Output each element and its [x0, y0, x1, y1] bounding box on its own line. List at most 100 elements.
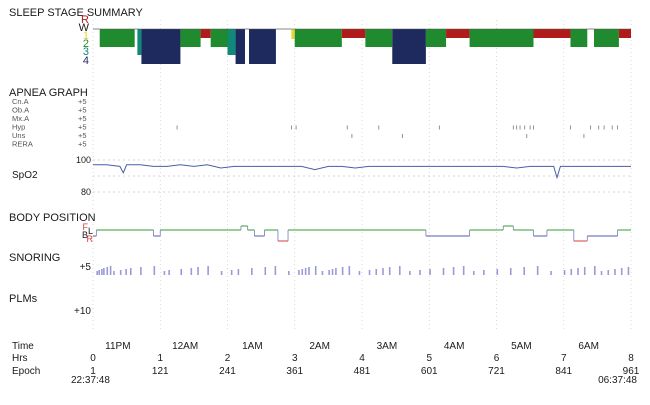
snoring-bar [321, 271, 324, 275]
snoring-bar [328, 270, 330, 275]
stage-bar-2 [294, 29, 342, 47]
snoring-bar [153, 266, 156, 275]
plms-title: PLMs [9, 293, 38, 305]
snoring-bar [550, 271, 552, 275]
snoring-bar [197, 267, 199, 275]
snoring-bar [264, 267, 267, 275]
end-time-label: 06:37:48 [598, 375, 637, 386]
snoring-bar [180, 269, 183, 275]
stage-bar-2 [594, 29, 619, 47]
epoch-tick-label: 121 [152, 366, 169, 377]
stage-bar-2 [365, 29, 393, 47]
snoring-bar [496, 269, 499, 275]
clock-tick-label: 3AM [377, 341, 398, 352]
snoring-bar [98, 270, 100, 275]
snoring-bar [119, 270, 122, 275]
stage-bar-2 [469, 29, 534, 47]
snoring-bar [523, 267, 525, 275]
snoring-bar [190, 268, 193, 275]
snoring-bar [348, 266, 351, 275]
clock-tick-label: 1AM [242, 341, 263, 352]
stage-bar-3 [137, 29, 142, 55]
hrs-row-label: Hrs [12, 353, 28, 364]
snoring-bar [96, 271, 98, 275]
epoch-tick-label: 361 [286, 366, 303, 377]
stage-label-2: 2 [83, 38, 89, 50]
snoring-bar [583, 267, 586, 275]
stage-bar-2 [99, 29, 135, 47]
snoring-bar [419, 270, 421, 275]
snoring-bar [563, 270, 566, 275]
apnea-row-max: +5 [78, 97, 87, 106]
spo2-tick: 80 [81, 187, 91, 197]
snoring-bar [109, 266, 112, 275]
stage-bar-4 [235, 29, 245, 64]
epoch-tick-label: 961 [623, 366, 640, 377]
snoring-bar [314, 266, 317, 275]
snoring-bar [168, 270, 170, 275]
snoring-bar [594, 266, 596, 275]
position-label-B: B [82, 230, 88, 240]
snoring-bar [429, 269, 431, 275]
snoring-bar [452, 267, 455, 275]
sleep-stage-title: SLEEP STAGE SUMMARY [9, 7, 144, 19]
stage-bar-2 [180, 29, 201, 47]
stage-bar-1 [291, 29, 295, 39]
snoring-bar [368, 270, 371, 275]
snoring-bar [140, 267, 142, 275]
body-position-title: BODY POSITION [9, 212, 96, 224]
apnea-row-label: Hyp [12, 123, 25, 132]
apnea-row-label: Mx.A [12, 114, 29, 123]
clock-tick-label: 11PM [105, 341, 130, 352]
snoring-bar [106, 267, 109, 275]
snoring-bar [113, 271, 115, 275]
clock-tick-label: 2AM [309, 341, 330, 352]
position-label-R: R [87, 234, 94, 244]
stage-bar-2 [425, 29, 447, 47]
snoring-max: +5 [80, 262, 92, 273]
snoring-bar [442, 268, 445, 275]
snoring-bar [308, 267, 310, 275]
snoring-bar [409, 271, 411, 275]
stage-bar-2 [570, 29, 588, 47]
snoring-bar [304, 268, 307, 275]
stage-label-R: R [81, 14, 89, 26]
snoring-bar [103, 268, 105, 275]
stage-bar-4 [249, 29, 276, 64]
snoring-bar [600, 271, 603, 275]
snoring-bar [375, 269, 378, 275]
stage-bar-4 [392, 29, 426, 64]
apnea-row-max: +5 [78, 131, 87, 140]
spo2-line [93, 164, 631, 180]
hour-tick-label: 0 [90, 353, 96, 364]
snoring-bar [472, 271, 475, 275]
snoring-bar [101, 269, 103, 275]
spo2-tick: 100 [76, 155, 91, 165]
stage-bar-R [533, 29, 571, 38]
snoring-bar [398, 266, 401, 275]
hour-tick-label: 1 [157, 353, 163, 364]
snoring-bar [382, 268, 384, 275]
hour-tick-label: 6 [494, 353, 500, 364]
snoring-bar [288, 271, 290, 275]
snoring-title: SNORING [9, 252, 60, 264]
stage-bar-R [200, 29, 211, 38]
apnea-title: APNEA GRAPH [9, 87, 88, 99]
apnea-row-max: +5 [78, 106, 87, 115]
snoring-bar [335, 268, 337, 275]
plms-max: +10 [74, 306, 91, 317]
apnea-row-max: +5 [78, 114, 87, 123]
snoring-bar [607, 270, 610, 275]
time-row-label: Time [12, 341, 34, 352]
stage-bar-4 [141, 29, 181, 64]
snoring-bar [620, 268, 623, 275]
epoch-tick-label: 721 [488, 366, 505, 377]
snoring-bar [614, 269, 616, 275]
hour-tick-label: 5 [426, 353, 432, 364]
stage-label-3: 3 [83, 46, 89, 58]
stage-label-4: 4 [83, 55, 89, 67]
stage-bar-R [446, 29, 470, 38]
hour-tick-label: 3 [292, 353, 298, 364]
snoring-bar [230, 270, 233, 275]
